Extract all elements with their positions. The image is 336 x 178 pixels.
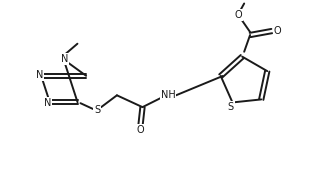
Text: NH: NH xyxy=(161,90,175,100)
Text: N: N xyxy=(36,70,43,80)
Text: O: O xyxy=(137,125,144,135)
Text: S: S xyxy=(227,102,234,112)
Text: O: O xyxy=(274,26,282,36)
Text: N: N xyxy=(44,98,51,108)
Text: N: N xyxy=(61,54,68,64)
Text: O: O xyxy=(235,10,242,20)
Text: S: S xyxy=(94,105,100,115)
